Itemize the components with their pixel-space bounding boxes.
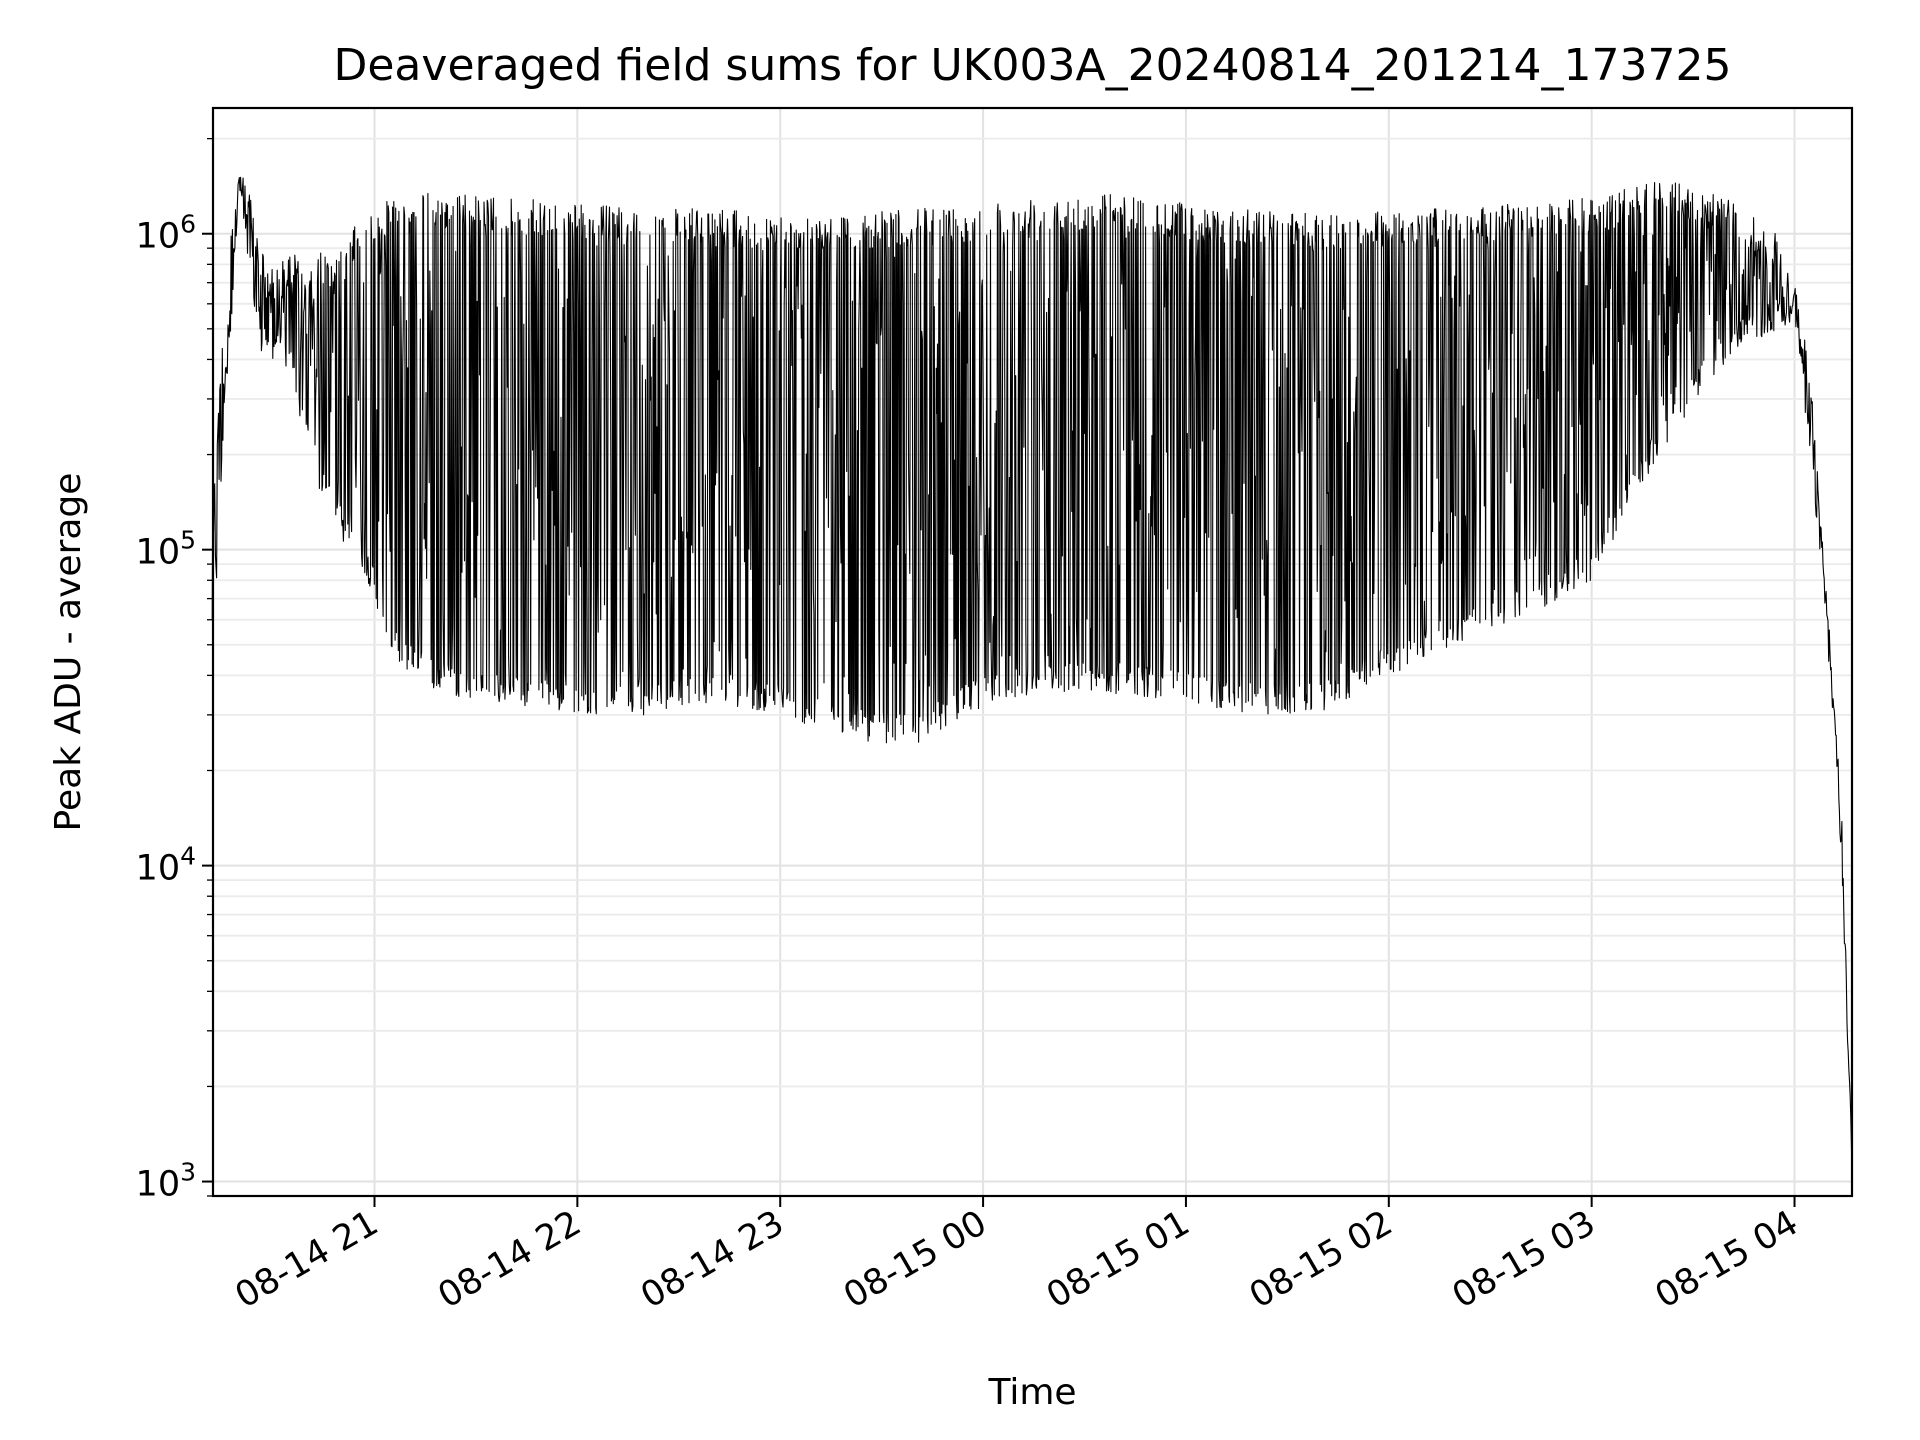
- y-tick-label: 105: [136, 526, 196, 573]
- x-axis: 08-14 21 08-14 22 08-14 23 08-15 00 08-15 01…: [229, 1196, 1805, 1316]
- x-axis-label: Time: [987, 1372, 1076, 1413]
- y-axis: 103 104 105 106: [136, 139, 213, 1205]
- x-tick-label: 08-15 03: [1446, 1203, 1602, 1316]
- y-tick-label: 103: [136, 1158, 196, 1205]
- chart-title: Deaveraged field sums for UK003A_2024081…: [333, 40, 1731, 91]
- x-tick-label: 08-15 01: [1040, 1203, 1196, 1316]
- x-tick-label: 08-14 21: [229, 1203, 385, 1316]
- x-tick-label: 08-14 22: [432, 1203, 588, 1316]
- x-tick-label: 08-15 04: [1649, 1203, 1805, 1316]
- y-tick-label: 106: [136, 210, 196, 257]
- x-tick-label: 08-15 02: [1243, 1203, 1399, 1316]
- x-tick-label: 08-14 23: [634, 1203, 790, 1316]
- y-tick-label: 104: [136, 842, 196, 889]
- x-tick-label: 08-15 00: [837, 1203, 993, 1316]
- y-axis-label: Peak ADU - average: [48, 473, 89, 832]
